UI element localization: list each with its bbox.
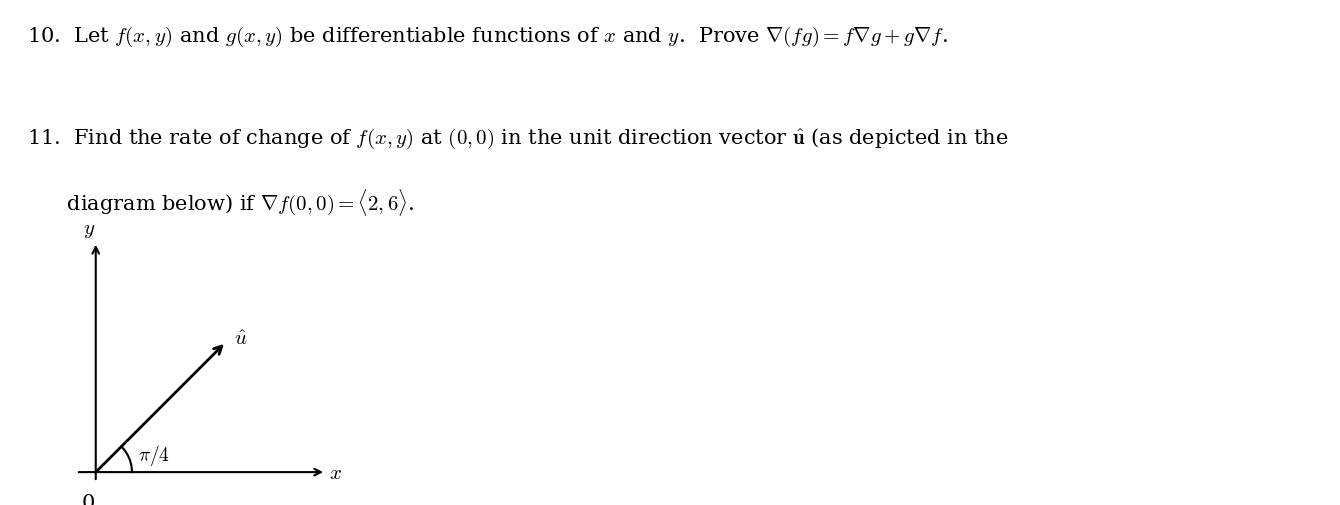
Text: 0: 0 [82,493,95,505]
Text: 10.  Let $f(x, y)$ and $g(x, y)$ be differentiable functions of $x$ and $y$.  Pr: 10. Let $f(x, y)$ and $g(x, y)$ be diffe… [27,25,947,49]
Text: 11.  Find the rate of change of $f(x, y)$ at $(0, 0)$ in the unit direction vect: 11. Find the rate of change of $f(x, y)$… [27,126,1008,150]
Text: $\hat{u}$: $\hat{u}$ [234,329,248,348]
Text: diagram below) if $\nabla f(0, 0) = \langle 2, 6 \rangle$.: diagram below) if $\nabla f(0, 0) = \lan… [27,187,414,217]
Text: $y$: $y$ [83,220,95,239]
Text: $x$: $x$ [330,463,342,482]
Text: $\pi/4$: $\pi/4$ [138,442,170,468]
